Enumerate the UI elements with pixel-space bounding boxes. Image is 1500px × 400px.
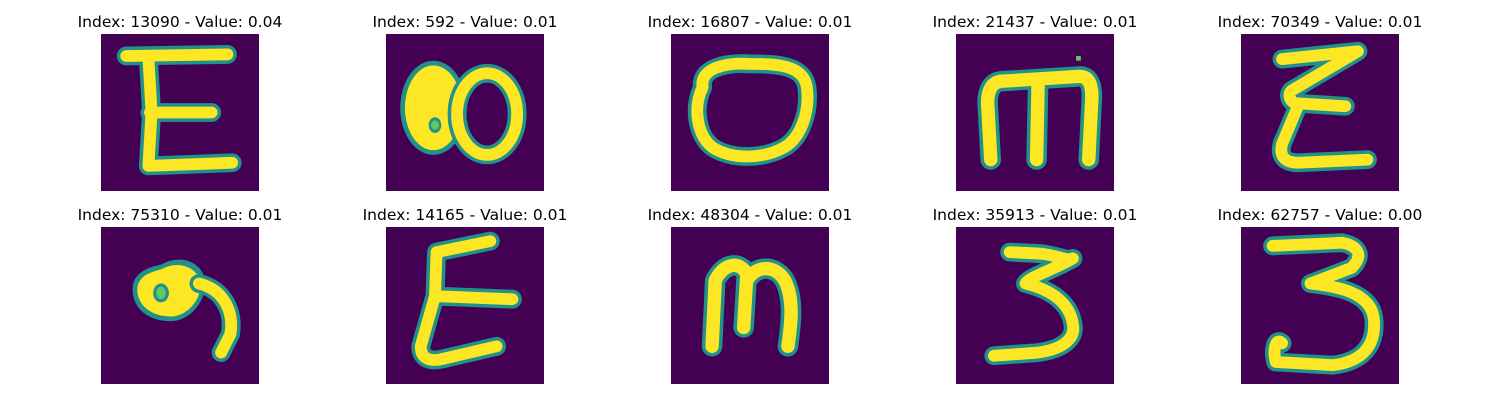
panel-title: Index: 13090 - Value: 0.04 (60, 10, 300, 34)
panel-title: Index: 16807 - Value: 0.01 (630, 10, 870, 34)
grid-panel: Index: 592 - Value: 0.01 (345, 10, 585, 190)
glyph-image (101, 227, 259, 384)
glyph-image (386, 227, 544, 384)
grid-panel: Index: 35913 - Value: 0.01 (915, 203, 1155, 383)
grid-panel: Index: 75310 - Value: 0.01 (60, 203, 300, 383)
glyph-image (1241, 34, 1399, 191)
grid-panel: Index: 16807 - Value: 0.01 (630, 10, 870, 190)
panel-title: Index: 75310 - Value: 0.01 (60, 203, 300, 227)
glyph-image (101, 34, 259, 191)
glyph-image (671, 227, 829, 384)
glyph-image (1241, 227, 1399, 384)
panel-title: Index: 21437 - Value: 0.01 (915, 10, 1155, 34)
grid-panel: Index: 48304 - Value: 0.01 (630, 203, 870, 383)
glyph-image (671, 34, 829, 191)
grid-panel: Index: 21437 - Value: 0.01 (915, 10, 1155, 190)
panel-title: Index: 62757 - Value: 0.00 (1200, 203, 1440, 227)
glyph-image (386, 34, 544, 191)
grid-panel: Index: 13090 - Value: 0.04 (60, 10, 300, 190)
grid-panel: Index: 70349 - Value: 0.01 (1200, 10, 1440, 190)
panel-title: Index: 592 - Value: 0.01 (345, 10, 585, 34)
glyph-image (956, 34, 1114, 191)
panel-title: Index: 70349 - Value: 0.01 (1200, 10, 1440, 34)
panel-title: Index: 48304 - Value: 0.01 (630, 203, 870, 227)
grid-panel: Index: 14165 - Value: 0.01 (345, 203, 585, 383)
glyph-image (956, 227, 1114, 384)
panel-title: Index: 35913 - Value: 0.01 (915, 203, 1155, 227)
panel-title: Index: 14165 - Value: 0.01 (345, 203, 585, 227)
grid-panel: Index: 62757 - Value: 0.00 (1200, 203, 1440, 383)
